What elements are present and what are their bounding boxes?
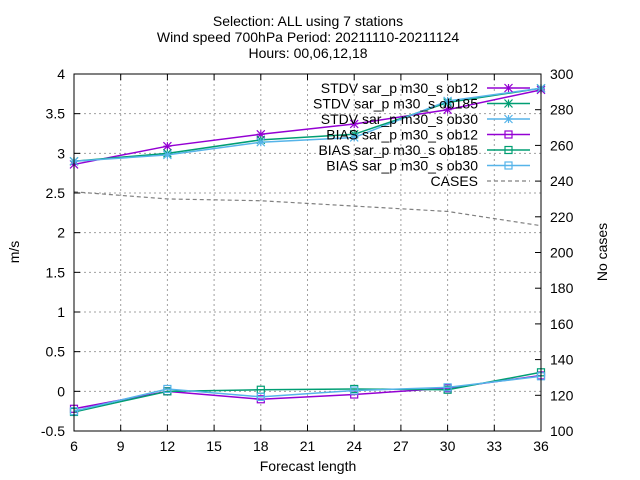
y2-tick-label: 280 [550,102,574,118]
marker-square [443,383,452,392]
data-point [443,383,452,392]
marker-square [504,145,513,155]
x-tick-label: 12 [160,438,176,454]
legend-swatch-marker [504,83,513,93]
y-tick-label: 2.5 [46,185,66,201]
marker-stroke [504,83,513,93]
legend-swatch-marker [504,145,513,155]
x-tick-label: 24 [346,438,362,454]
x-tick-label: 30 [440,438,456,454]
legend-entry: BIAS sar_p m30_s ob185 [318,142,530,158]
y-tick-label: 2 [57,225,65,241]
x-axis-label: Forecast length [260,458,357,474]
y2-tick-label: 220 [550,209,574,225]
data-point [256,137,266,147]
axes-ticks: 6 9 12 15 18 21 24 27 30 33 36 -0.5 0 0.5 1 1.5 2 2.5 3 3.5… [41,66,574,454]
x-tick-label: 15 [206,438,222,454]
series-line-2 [73,87,542,163]
y2-tick-label: 240 [550,173,574,189]
marker-stroke [443,105,453,115]
marker-square [256,392,265,401]
data-point [256,392,265,401]
x-tick-label: 21 [300,438,316,454]
legend-entry: STDV sar_p m30_s ob12 [321,80,530,96]
x-tick-label: 33 [487,438,503,454]
marker-square [350,386,359,395]
legend-label: BIAS sar_p m30_s ob12 [326,127,478,143]
y-tick-label: -0.5 [41,423,65,439]
y-tick-label: 1.5 [46,264,66,280]
legend-label: BIAS sar_p m30_s ob185 [318,142,478,158]
series-line-0 [73,89,542,166]
data-point [349,119,359,129]
y-tick-label: 1 [57,304,65,320]
title-line-3: Hours: 00,06,12,18 [248,45,367,61]
legend-entry: BIAS sar_p m30_s ob12 [326,127,530,143]
legend-swatch-marker [504,114,513,124]
y2-tick-label: 100 [550,423,574,439]
marker-stroke [504,99,513,108]
legend-entry: BIAS sar_p m30_s ob30 [326,158,530,174]
y-tick-label: 0.5 [46,344,66,360]
y2-tick-label: 160 [550,316,574,332]
series-line-1 [73,87,542,163]
y2-tick-label: 140 [550,352,574,368]
data-point [163,384,172,394]
series-line-6 [73,191,542,227]
y2-tick-label: 120 [550,387,574,403]
marker-square [504,161,513,170]
legend-label: BIAS sar_p m30_s ob30 [326,158,478,174]
data-point [350,386,359,395]
marker-stroke [504,114,513,124]
legend-swatch-marker [504,130,513,139]
chart-title: Selection: ALL using 7 stations Wind spe… [157,13,459,61]
legend-label: CASES [431,173,478,189]
data-point [349,133,359,142]
marker-square [504,130,513,139]
legend-entry: STDV sar_p m30_s ob30 [321,111,530,127]
marker-stroke [443,96,453,106]
legend-entry: STDV sar_p m30_s ob185 [313,96,530,112]
x-tick-label: 27 [393,438,409,454]
y2-axis-label: No cases [594,223,610,281]
data-point [162,141,172,151]
legend-label: STDV sar_p m30_s ob30 [321,111,478,127]
marker-stroke [349,119,359,129]
x-tick-label: 6 [70,438,78,454]
y-tick-label: 4 [57,66,65,82]
y2-tick-label: 300 [550,66,574,82]
marker-stroke [256,137,266,147]
x-tick-label: 36 [533,438,549,454]
legend-label: STDV sar_p m30_s ob185 [313,96,478,112]
legend-entry: CASES [431,173,530,189]
y-tick-label: 0 [57,383,65,399]
title-line-2: Wind speed 700hPa Period: 20211110-20211… [157,29,459,45]
y2-tick-label: 180 [550,280,574,296]
data-point [162,150,172,160]
x-tick-label: 18 [253,438,269,454]
marker-stroke [162,150,172,160]
legend-swatch-marker [504,99,513,108]
y-tick-label: 3 [57,145,65,161]
legend-swatch-marker [504,161,513,170]
marker-square [163,384,172,394]
y2-tick-label: 260 [550,137,574,153]
y-tick-label: 3.5 [46,106,66,122]
y2-tick-label: 200 [550,245,574,261]
y-axis-label: m/s [6,241,22,264]
data-point [443,96,453,106]
series-line-5 [73,375,542,412]
marker-stroke [162,141,172,151]
series-line-4 [73,371,542,413]
marker-stroke [349,133,359,142]
x-tick-label: 9 [117,438,125,454]
legend-label: STDV sar_p m30_s ob12 [321,80,478,96]
title-line-1: Selection: ALL using 7 stations [213,13,403,29]
data-point [443,105,453,115]
